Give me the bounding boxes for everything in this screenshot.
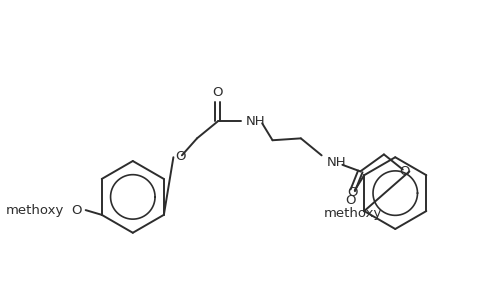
Text: O: O — [175, 150, 186, 163]
Text: methoxy: methoxy — [324, 207, 382, 220]
Text: O: O — [346, 194, 356, 207]
Text: NH: NH — [326, 156, 346, 169]
Text: O: O — [212, 86, 223, 99]
Text: O: O — [72, 204, 82, 217]
Text: methoxy: methoxy — [6, 204, 64, 217]
Text: NH: NH — [246, 115, 266, 128]
Text: O: O — [399, 165, 410, 178]
Text: O: O — [348, 186, 358, 199]
